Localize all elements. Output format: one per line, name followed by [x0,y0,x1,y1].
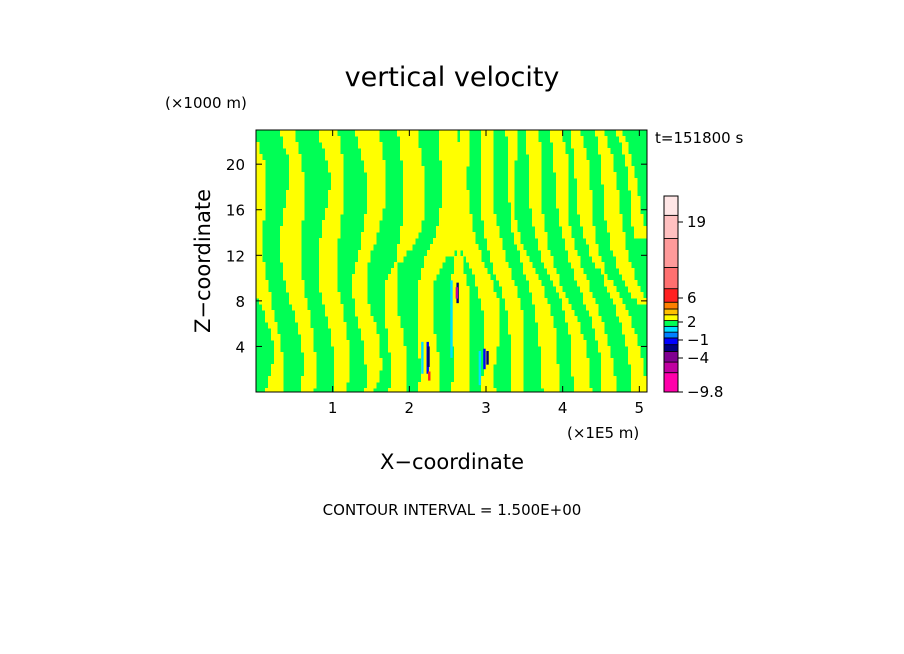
colorbar-level [663,288,679,303]
y-tick-label: 4 [235,338,245,356]
x-axis-title: X−coordinate [380,450,524,474]
colorbar-level [663,308,679,316]
colorbar-level [663,301,679,310]
velocity-field [256,130,647,392]
colorbar-level [663,314,679,321]
colorbar-level [663,238,679,268]
colorbar-level [663,372,679,393]
colorbar-level [663,195,679,216]
colorbar-label: −1 [687,331,709,349]
colorbar-label: 19 [687,213,706,231]
plot-frame [255,129,648,393]
velocity-streak [478,350,482,386]
colorbar-level [663,344,679,352]
colorbar-level [663,351,679,363]
velocity-streak [486,350,489,365]
colorbar-frame [663,195,679,393]
colorbar-labels: 19 6 2−1−4 −9.8 [678,213,723,401]
colorbar-level [663,361,679,374]
y-axis: 4 8 12 16 20 [226,156,647,356]
time-label: t=151800 s [655,129,743,147]
x-tick-label: 3 [481,399,491,417]
contour-interval-label: CONTOUR INTERVAL = 1.500E+00 [323,501,582,519]
x-tick-label: 5 [635,399,645,417]
x-tick-label: 2 [405,399,415,417]
colorbar-level [663,214,679,239]
colorbar [663,195,679,393]
velocity-streak [428,371,431,381]
colorbar-level [663,331,679,339]
velocity-streak [450,280,453,358]
colorbar-level [663,320,679,327]
x-unit-label: (×1E5 m) [567,424,639,442]
y-tick-label: 16 [226,202,245,220]
y-tick-label: 20 [226,156,245,174]
x-tick-label: 4 [558,399,568,417]
colorbar-label: −9.8 [687,383,723,401]
velocity-streak [421,341,424,374]
colorbar-level [663,337,679,346]
field-cells [256,130,647,392]
chart-title: vertical velocity [345,62,560,93]
colorbar-label: −4 [687,349,709,367]
velocity-streak [427,346,430,367]
colorbar-level [663,267,679,290]
y-tick-label: 8 [235,293,245,311]
colorbar-label: 6 [687,289,697,307]
x-axis: 1 2 3 4 5 [328,130,644,417]
velocity-streak [455,287,459,299]
velocity-streak [483,348,486,370]
colorbar-level [663,325,679,333]
y-axis-title: Z−coordinate [191,189,215,333]
x-tick-label: 1 [328,399,338,417]
y-tick-label: 12 [226,247,245,265]
y-unit-label: (×1000 m) [165,94,247,112]
colorbar-label: 2 [687,313,697,331]
